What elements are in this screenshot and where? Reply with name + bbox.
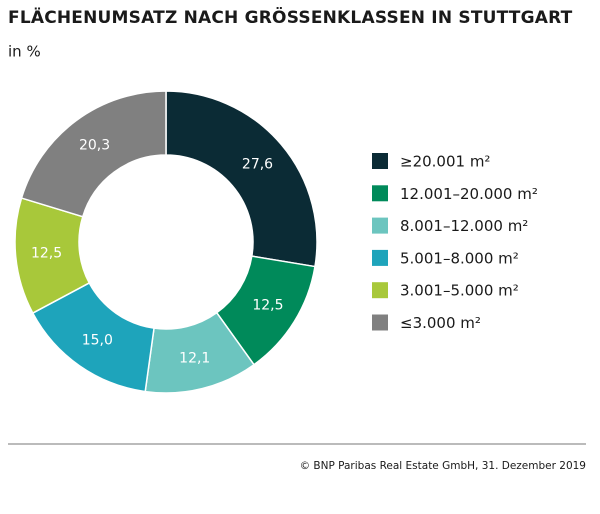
value-label: 12,5 bbox=[252, 297, 283, 313]
legend-label: ≥20.001 m² bbox=[400, 153, 490, 171]
legend-label: 8.001–12.000 m² bbox=[400, 217, 528, 235]
value-label: 12,1 bbox=[179, 351, 210, 367]
legend-label: 12.001–20.000 m² bbox=[400, 185, 538, 203]
chart-subtitle: in % bbox=[8, 43, 41, 61]
chart-title: FLÄCHENUMSATZ NACH GRÖSSENKLASSEN IN STU… bbox=[8, 6, 573, 28]
source: © BNP Paribas Real Estate GmbH, 31. Deze… bbox=[300, 460, 586, 472]
legend-label: 3.001–5.000 m² bbox=[400, 282, 519, 300]
slice bbox=[165, 90, 318, 268]
legend-swatch bbox=[372, 153, 388, 169]
legend-swatch bbox=[372, 185, 388, 202]
legend-label: 5.001–8.000 m² bbox=[400, 249, 519, 267]
legend-swatch bbox=[372, 314, 388, 331]
value-label: 20,3 bbox=[79, 138, 110, 154]
value-label: 12,5 bbox=[31, 246, 62, 262]
slice bbox=[20, 90, 167, 218]
legend-label: ≤3.000 m² bbox=[400, 314, 481, 332]
legend-swatch bbox=[372, 249, 388, 266]
value-label: 27,6 bbox=[242, 156, 273, 172]
legend-swatch bbox=[372, 217, 388, 234]
value-label: 15,0 bbox=[82, 332, 113, 348]
legend-swatch bbox=[372, 282, 388, 299]
